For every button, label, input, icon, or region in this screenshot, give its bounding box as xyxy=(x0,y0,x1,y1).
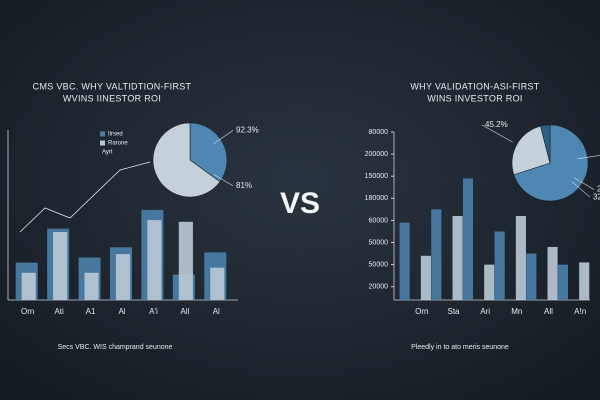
bar xyxy=(53,232,68,300)
x-tick-label: Mn xyxy=(511,307,522,316)
legend-swatch xyxy=(100,131,105,137)
bar xyxy=(494,231,505,300)
pie-annotation: 26 % xyxy=(597,185,600,194)
bar xyxy=(21,272,36,300)
chart-subtitle: WVINS IINESTOR ROI xyxy=(63,93,161,103)
x-tick-label: All xyxy=(180,307,189,316)
legend-label: Rarone xyxy=(108,141,128,147)
chart-subtitle: WINS INVESTOR ROI xyxy=(427,93,522,103)
y-tick-label: 150000 xyxy=(365,173,388,180)
bar xyxy=(579,262,590,300)
bar xyxy=(452,216,463,300)
legend-label: Ayrt xyxy=(102,150,113,156)
bar xyxy=(84,272,99,300)
bar xyxy=(515,216,526,300)
pie-annotation: 92.3% xyxy=(236,126,259,135)
pie-annotation: 45.2% xyxy=(485,120,508,129)
annotation-leader xyxy=(213,173,234,187)
annotation-leader xyxy=(481,124,513,143)
x-tick-label: A'i xyxy=(149,307,158,316)
pie-slice xyxy=(540,124,551,164)
bar xyxy=(420,255,431,300)
pie-annotation: 32.0 xyxy=(593,192,600,201)
annotation-leader xyxy=(574,177,595,190)
divider: VS xyxy=(280,187,320,220)
legend-label: Ilrsed xyxy=(108,132,123,138)
x-tick-label: A1 xyxy=(86,307,96,316)
bar xyxy=(431,209,442,300)
bar xyxy=(115,254,131,300)
chart-title: WHY VALIDATION-ASI-FIRST xyxy=(410,81,539,91)
y-tick-label: 80000 xyxy=(369,129,389,136)
bar xyxy=(399,222,410,300)
chart-caption: Pleedly in to ato meris seunone xyxy=(411,344,509,351)
x-tick-label: A!n xyxy=(574,307,586,316)
y-tick-label: 200000 xyxy=(365,151,388,158)
pie-slice xyxy=(511,125,551,176)
y-tick-label: 60000 xyxy=(369,217,389,224)
annotation-leader xyxy=(577,155,600,160)
x-tick-label: Ari xyxy=(480,307,490,316)
pie-annotation: 81% xyxy=(236,181,252,190)
bar xyxy=(557,264,569,300)
annotation-leader xyxy=(213,130,234,144)
x-tick-label: Sta xyxy=(447,307,460,316)
pie-slice xyxy=(513,124,589,202)
x-tick-label: Al xyxy=(118,307,125,316)
y-tick-label: 20000 xyxy=(369,284,389,291)
x-tick-label: All xyxy=(544,307,553,316)
x-tick-label: Ati xyxy=(54,307,64,316)
y-tick-label: 180000 xyxy=(365,195,388,202)
bar xyxy=(547,246,558,300)
chart-caption: Secs VBC. WIS champrand seunone xyxy=(58,344,173,351)
bar xyxy=(462,178,474,300)
bar xyxy=(484,264,495,300)
bar xyxy=(526,253,537,300)
annotation-leader xyxy=(571,181,591,198)
legend-swatch xyxy=(100,140,105,146)
pie-slice xyxy=(152,122,221,198)
y-tick-label: 50000 xyxy=(369,239,389,246)
x-tick-label: Orn xyxy=(21,307,34,316)
bar xyxy=(210,267,225,300)
y-tick-label: 50000 xyxy=(369,261,389,268)
x-tick-label: Al xyxy=(213,307,220,316)
chart-title: CMS VBC. WHY VALTIDTION-FIRST xyxy=(33,81,192,91)
bar xyxy=(178,221,193,300)
x-tick-label: Orn xyxy=(415,307,428,316)
pie-slice xyxy=(189,122,228,183)
bar xyxy=(147,220,162,300)
trend-line xyxy=(19,161,151,233)
